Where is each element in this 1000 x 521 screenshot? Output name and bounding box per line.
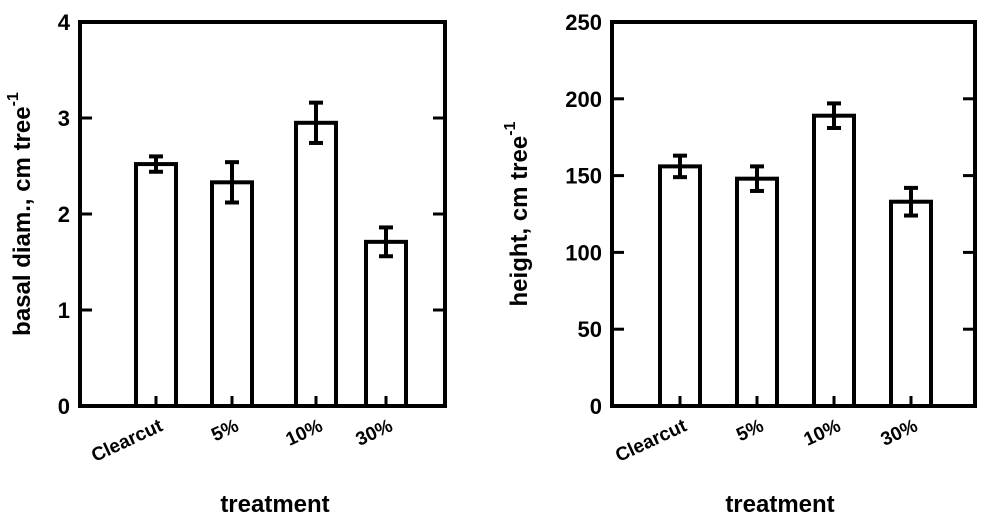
- x-category-label: 30%: [353, 415, 396, 450]
- y-axis-title-text: basal diam., cm tree: [9, 106, 36, 335]
- chart-panel-2: 0 50 100 150 200 250 Clearcut 5% 10% 30% treatment…: [502, 10, 977, 518]
- x-category-label: 30%: [878, 415, 921, 450]
- x-category-label: Clearcut: [88, 415, 166, 466]
- bar: [658, 164, 702, 408]
- plot-frame: [610, 20, 977, 408]
- bar: [735, 176, 779, 408]
- y-tick-label: 1: [58, 298, 70, 323]
- bar: [210, 180, 254, 408]
- y-tick-label: 0: [58, 394, 70, 419]
- y-tick-label: 100: [565, 240, 602, 265]
- y-axis-title-superscript: -1: [5, 92, 22, 106]
- chart-panel-1: 0 1 2 3 4 Clearcut 5% 10% 30% treatment basal diam…: [5, 10, 447, 518]
- y-tick-label: 2: [58, 202, 70, 227]
- y-axis-title-text: height, cm tree: [506, 136, 533, 307]
- y-tick-label: 250: [565, 10, 602, 35]
- y-tick-label: 4: [58, 10, 71, 35]
- bar: [812, 113, 856, 408]
- x-category-label: Clearcut: [612, 415, 690, 466]
- y-axis-title: basal diam., cm tree-1: [5, 92, 36, 336]
- bar: [364, 239, 408, 408]
- x-category-label: 5%: [733, 415, 767, 446]
- y-tick-label: 150: [565, 164, 602, 189]
- bar: [134, 162, 178, 408]
- x-category-label: 10%: [801, 415, 844, 450]
- y-tick-label: 0: [590, 394, 602, 419]
- y-tick-label: 200: [565, 87, 602, 112]
- x-axis-title: treatment: [725, 491, 834, 518]
- y-axis-title-superscript: -1: [502, 121, 519, 135]
- x-axis-title: treatment: [220, 491, 329, 518]
- y-axis-title: height, cm tree-1: [502, 121, 533, 306]
- y-tick-label: 3: [58, 106, 70, 131]
- x-category-label: 5%: [208, 415, 242, 446]
- y-tick-label: 50: [578, 317, 602, 342]
- bar: [889, 199, 933, 408]
- x-category-label: 10%: [283, 415, 326, 450]
- bar: [294, 120, 338, 409]
